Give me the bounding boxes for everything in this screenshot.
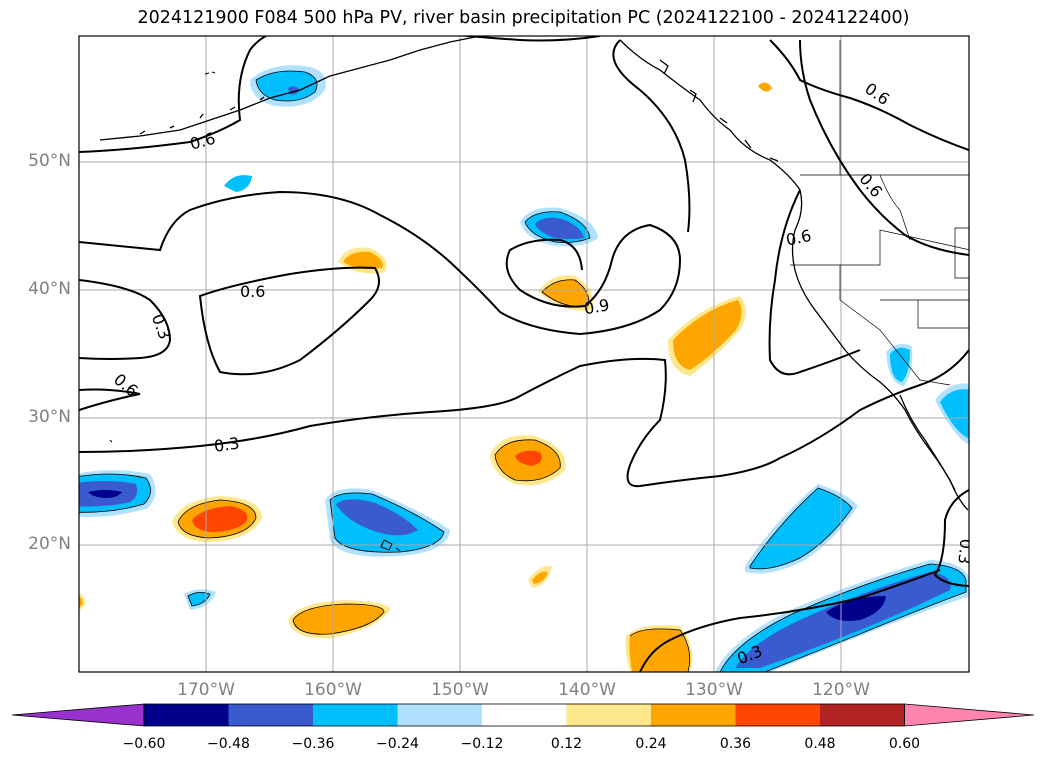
contour-0.6-coast <box>799 39 969 256</box>
aleutian-coast <box>99 36 481 141</box>
colorbar-cell <box>313 704 398 726</box>
colorbar-cell <box>144 704 229 726</box>
lon-label: 120°W <box>812 680 870 700</box>
contour-label: 0.6 <box>784 226 813 250</box>
contour-label: 0.3 <box>954 538 975 565</box>
colorbar-cell <box>228 704 313 726</box>
colorbar-tick-label: 0.60 <box>888 736 921 752</box>
colorbar-cell <box>397 704 482 726</box>
contour-0.3-bottom <box>639 569 941 672</box>
contour-0.6-inner <box>198 266 380 376</box>
contour-0.6-southwest <box>79 388 141 411</box>
contour-0.3-south <box>79 349 969 488</box>
lon-label: 150°W <box>431 680 489 700</box>
contour-label: 0.6 <box>240 282 265 301</box>
colorbar-tick-label: −0.36 <box>291 736 335 752</box>
contour-label: 0.6 <box>855 169 886 201</box>
colorbar-tick-label: 0.12 <box>550 736 583 752</box>
colorbar-cell <box>651 704 736 726</box>
colorbar-tick-label: −0.12 <box>460 736 504 752</box>
contour-label: 0.6 <box>110 370 142 401</box>
contour-0.6-mid <box>79 190 682 336</box>
contour-0.6-west-coast <box>768 189 861 376</box>
colorbar-extend-min <box>11 703 145 727</box>
neg-anomaly-small-north <box>224 175 252 192</box>
contour-label: 0.3 <box>213 434 241 456</box>
shading-layer <box>79 65 969 672</box>
borders <box>790 40 969 386</box>
colorbar <box>11 703 1035 727</box>
lat-label: 30°N <box>28 407 71 427</box>
lon-label: 130°W <box>685 680 743 700</box>
lat-label: 40°N <box>28 279 71 299</box>
lat-label: 20°N <box>28 534 71 554</box>
colorbar-cell <box>820 704 905 726</box>
lon-label: 140°W <box>558 680 616 700</box>
lat-label: 50°N <box>28 151 71 171</box>
alaska-panhandle-coast <box>619 39 956 491</box>
colorbar-tick-label: −0.48 <box>207 736 250 752</box>
colorbar-tick-label: −0.60 <box>122 736 166 752</box>
contour-label: 0.6 <box>188 129 218 154</box>
colorbar-tick-label: 0.36 <box>719 736 752 752</box>
colorbar-frame <box>143 703 905 727</box>
pv-contours <box>79 36 969 672</box>
map-plot: 0.6 0.6 0.3 0.6 0.3 0.9 0.6 0.6 0.6 0.3 … <box>78 35 975 673</box>
lon-label: 160°W <box>304 680 362 700</box>
colorbar-cell <box>735 704 820 726</box>
contour-label: 0.9 <box>582 295 610 318</box>
colorbar-cell <box>482 704 567 726</box>
coastlines <box>99 36 969 552</box>
lon-label: 170°W <box>177 680 235 700</box>
colorbar-extend-max <box>904 703 1035 727</box>
shading-outlines <box>79 70 967 672</box>
contour-0.3-east <box>933 489 969 587</box>
colorbar-tick-label: 0.48 <box>804 736 836 752</box>
colorbar-tick-label: −0.24 <box>376 736 419 752</box>
colorbar-tick-label: 0.24 <box>635 736 667 752</box>
contour-0.6-north <box>79 36 601 153</box>
contour-0.9 <box>612 39 691 233</box>
colorbar-cell <box>566 704 651 726</box>
map-frame <box>78 35 970 673</box>
gridlines <box>79 36 969 672</box>
contour-0.3-west <box>79 279 172 360</box>
map-title: 2024121900 F084 500 hPa PV, river basin … <box>137 8 910 28</box>
contour-0.6-canada <box>769 39 969 151</box>
